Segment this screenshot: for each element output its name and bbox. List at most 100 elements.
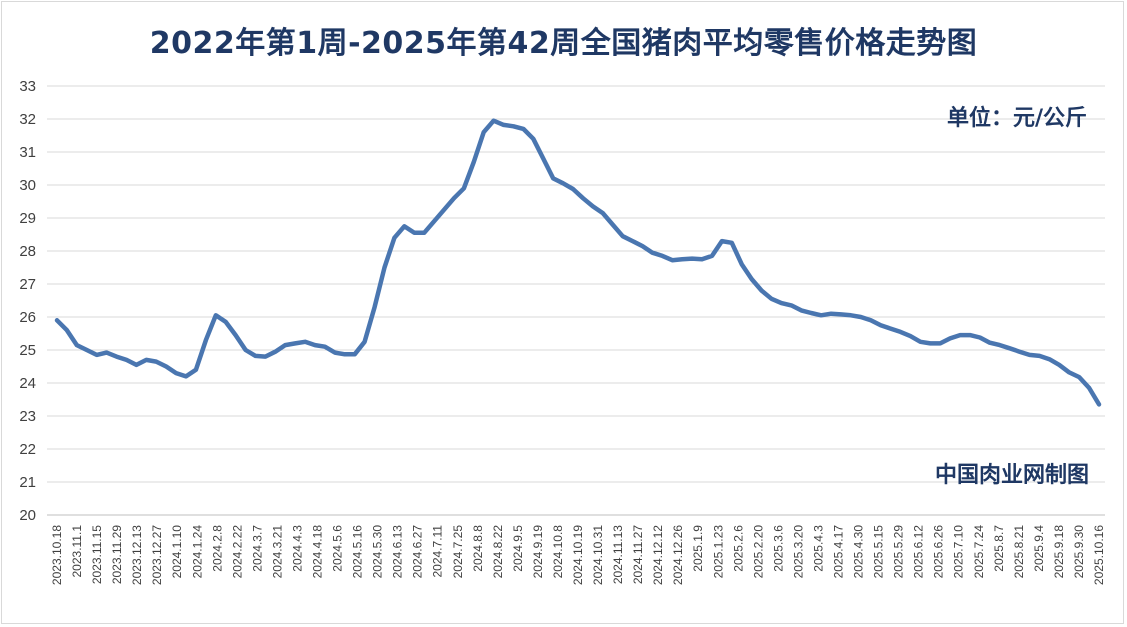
data-point: [1077, 375, 1081, 379]
data-point: [1047, 357, 1051, 361]
data-point: [541, 157, 545, 161]
data-point: [234, 333, 238, 337]
x-tick-label: 2024.8.8: [471, 525, 485, 572]
data-point: [502, 123, 506, 127]
data-point: [889, 327, 893, 331]
y-tick-label: 30: [19, 177, 36, 194]
x-tick-label: 2024.3.21: [270, 525, 284, 579]
data-point: [750, 277, 754, 281]
data-point: [631, 239, 635, 243]
x-tick-label: 2024.5.6: [331, 525, 345, 572]
x-tick-label: 2024.2.8: [210, 525, 224, 572]
data-point: [770, 297, 774, 301]
data-point: [660, 254, 664, 258]
data-point: [254, 354, 258, 358]
data-point: [1087, 386, 1091, 390]
data-point: [779, 301, 783, 305]
data-point: [918, 340, 922, 344]
data-point: [472, 160, 476, 164]
data-point: [899, 330, 903, 334]
data-point: [442, 208, 446, 212]
x-tick-label: 2024.2.22: [230, 525, 244, 579]
data-point: [670, 258, 674, 262]
chart-title: 2022年第1周-2025年第42周全国猪肉平均零售价格走势图: [149, 26, 978, 61]
y-tick-label: 23: [19, 408, 36, 425]
data-point: [839, 312, 843, 316]
x-tick-label: 2025.9.30: [1072, 525, 1086, 579]
data-point: [978, 336, 982, 340]
data-point: [353, 352, 357, 356]
y-tick-label: 22: [19, 441, 36, 458]
data-point: [879, 323, 883, 327]
x-tick-label: 2024.12.12: [651, 525, 665, 585]
data-point: [184, 374, 188, 378]
y-tick-label: 28: [19, 243, 36, 260]
data-point: [690, 257, 694, 261]
data-point: [611, 223, 615, 227]
data-point: [1028, 353, 1032, 357]
x-tick-label: 2023.12.27: [150, 525, 164, 585]
y-tick-label: 32: [19, 111, 36, 128]
x-tick-label: 2024.10.19: [571, 525, 585, 585]
data-point: [373, 305, 377, 309]
x-tick-label: 2025.5.15: [872, 525, 886, 579]
x-tick-label: 2025.2.6: [731, 525, 745, 572]
data-point: [512, 124, 516, 128]
x-tick-label: 2025.8.21: [1012, 525, 1026, 579]
data-point: [333, 351, 337, 355]
x-tick-label: 2025.6.26: [932, 525, 946, 579]
data-point: [591, 204, 595, 208]
data-point: [115, 355, 119, 359]
data-point: [105, 351, 109, 355]
data-point: [204, 338, 208, 342]
data-point: [303, 340, 307, 344]
data-point: [422, 231, 426, 235]
x-tick-label: 2025.4.17: [832, 525, 846, 579]
x-tick-label: 2024.10.31: [591, 525, 605, 585]
x-tick-label: 2025.5.29: [892, 525, 906, 579]
data-point: [452, 196, 456, 200]
x-tick-label: 2025.4.3: [811, 525, 825, 572]
data-point: [144, 358, 148, 362]
data-point: [809, 311, 813, 315]
data-point: [988, 341, 992, 345]
data-point: [95, 353, 99, 357]
x-tick-label: 2023.11.29: [110, 525, 124, 584]
data-point: [561, 181, 565, 185]
data-point: [531, 137, 535, 141]
data-point: [313, 343, 317, 347]
x-tick-label: 2024.1.10: [170, 525, 184, 579]
data-point: [829, 312, 833, 316]
data-point: [1057, 363, 1061, 367]
x-tick-label: 2024.5.30: [371, 525, 385, 579]
data-point: [164, 365, 168, 369]
x-tick-label: 2024.7.25: [451, 525, 465, 579]
x-tick-label: 2025.4.30: [852, 525, 866, 579]
data-point: [154, 360, 158, 364]
data-point: [650, 251, 654, 255]
y-tick-label: 21: [19, 474, 36, 491]
data-point: [323, 345, 327, 349]
x-tick-label: 2024.11.27: [631, 525, 645, 584]
data-point: [363, 340, 367, 344]
data-point: [383, 266, 387, 270]
x-tick-label: 2024.5.16: [351, 525, 365, 579]
price-line: [54, 118, 1102, 407]
data-point: [819, 313, 823, 317]
data-point: [958, 333, 962, 337]
x-tick-label: 2024.1.24: [190, 525, 204, 579]
x-tick-label: 2025.2.20: [751, 525, 765, 579]
x-tick-label: 2025.3.6: [771, 525, 785, 572]
data-point: [551, 176, 555, 180]
x-tick-label: 2023.11.1: [70, 525, 84, 578]
x-tick-label: 2024.7.11: [431, 525, 445, 578]
price-series: [54, 118, 1102, 407]
x-tick-label: 2025.7.10: [952, 525, 966, 579]
data-point: [680, 257, 684, 261]
data-point: [948, 336, 952, 340]
data-point: [214, 313, 218, 317]
data-point: [849, 313, 853, 317]
data-point: [859, 315, 863, 319]
